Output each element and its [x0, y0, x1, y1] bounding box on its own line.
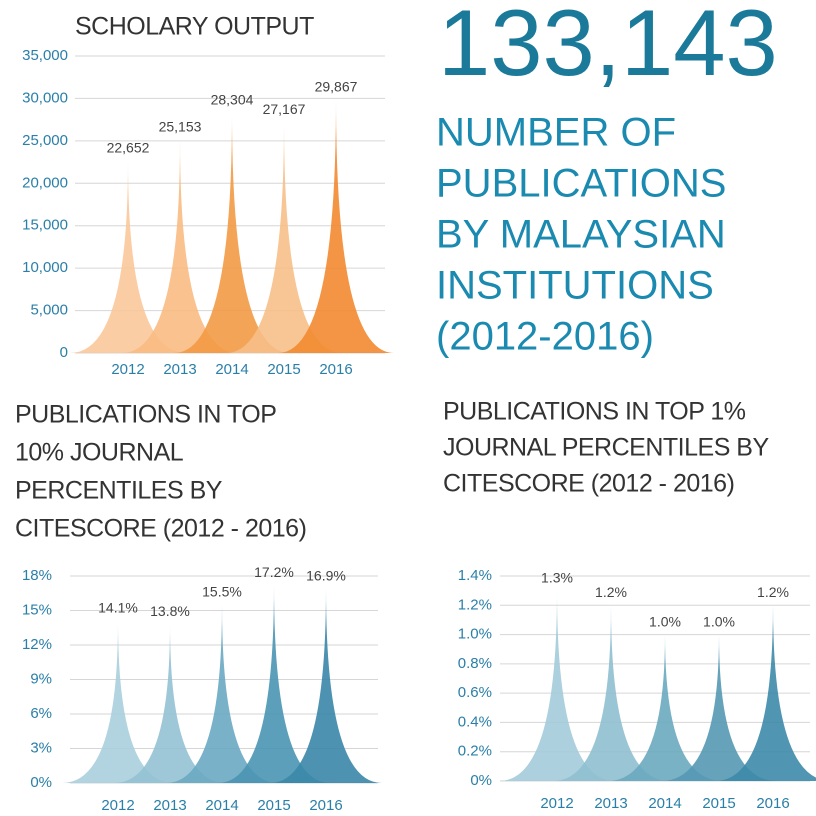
y-tick-label: 6% [30, 705, 52, 722]
value-label: 27,167 [263, 101, 306, 117]
y-tick-label: 1.2% [458, 596, 492, 613]
x-tick-label: 2014 [205, 797, 238, 814]
x-tick-label: 2016 [309, 797, 342, 814]
value-label: 15.5% [202, 583, 242, 599]
x-tick-label: 2016 [756, 795, 789, 812]
x-tick-label: 2012 [540, 795, 573, 812]
spike [166, 604, 278, 783]
value-label: 16.9% [306, 567, 346, 583]
spike [270, 588, 382, 783]
value-label: 28,304 [211, 92, 254, 108]
spike [553, 605, 669, 781]
y-tick-label: 12% [22, 636, 52, 653]
x-tick-label: 2013 [153, 797, 186, 814]
x-tick-label: 2014 [215, 361, 248, 378]
value-label: 1.3% [541, 569, 573, 585]
y-tick-label: 20,000 [22, 174, 68, 191]
value-label: 1.2% [595, 584, 627, 600]
spike [122, 139, 238, 353]
chart-title: SCHOLARY OUTPUT [75, 13, 314, 41]
y-tick-label: 18% [22, 567, 52, 584]
spike [218, 585, 330, 783]
value-label: 1.0% [703, 613, 735, 629]
x-tick-label: 2014 [648, 795, 681, 812]
value-label: 1.0% [649, 613, 681, 629]
y-tick-label: 1.0% [458, 626, 492, 643]
headline-line: INSTITUTIONS [436, 264, 714, 308]
chart-title: CITESCORE (2012 - 2016) [15, 515, 306, 543]
y-tick-label: 25,000 [22, 132, 68, 149]
chart-title: PUBLICATIONS IN TOP 1% [443, 398, 746, 426]
chart-title: PERCENTILES BY [15, 477, 223, 505]
y-tick-label: 9% [30, 670, 52, 687]
spike [114, 624, 226, 783]
value-label: 25,153 [159, 118, 202, 134]
value-label: 13.8% [150, 603, 190, 619]
y-tick-label: 0% [470, 772, 492, 789]
x-tick-label: 2013 [163, 361, 196, 378]
spike [607, 634, 723, 781]
value-label: 29,867 [315, 78, 358, 94]
spike [661, 634, 777, 781]
x-tick-label: 2015 [702, 795, 735, 812]
value-label: 1.2% [757, 584, 789, 600]
x-tick-label: 2013 [594, 795, 627, 812]
y-tick-label: 15% [22, 601, 52, 618]
headline-line: BY MALAYSIAN [436, 213, 726, 257]
y-tick-label: 1.4% [458, 567, 492, 584]
headline-number: 133,143 [438, 0, 778, 95]
spike [499, 590, 615, 781]
headline-line: PUBLICATIONS [436, 162, 726, 206]
y-tick-label: 0.4% [458, 713, 492, 730]
headline-line: (2012-2016) [436, 315, 654, 359]
x-tick-label: 2015 [267, 361, 300, 378]
y-tick-label: 0 [60, 344, 68, 361]
y-tick-label: 0.6% [458, 684, 492, 701]
headline-line: NUMBER OF [436, 111, 676, 155]
spike [226, 122, 342, 353]
y-tick-label: 35,000 [22, 47, 68, 64]
x-tick-label: 2012 [111, 361, 144, 378]
y-tick-label: 30,000 [22, 89, 68, 106]
y-tick-label: 0.8% [458, 655, 492, 672]
chart-title: 10% JOURNAL [15, 439, 184, 467]
chart-title: JOURNAL PERCENTILES BY [443, 434, 769, 462]
value-label: 14.1% [98, 600, 138, 616]
spike [174, 112, 290, 353]
value-label: 17.2% [254, 564, 294, 580]
y-tick-label: 3% [30, 739, 52, 756]
x-tick-label: 2012 [101, 797, 134, 814]
y-tick-label: 10,000 [22, 259, 68, 276]
y-tick-label: 0% [30, 774, 52, 791]
x-tick-label: 2016 [319, 361, 352, 378]
chart-title: CITESCORE (2012 - 2016) [443, 470, 734, 498]
spike [715, 605, 816, 781]
spike [62, 620, 174, 783]
x-tick-label: 2015 [257, 797, 290, 814]
chart-title: PUBLICATIONS IN TOP [15, 401, 276, 429]
spike [278, 99, 394, 353]
y-tick-label: 0.2% [458, 743, 492, 760]
y-tick-label: 5,000 [30, 302, 68, 319]
value-label: 22,652 [107, 139, 150, 155]
y-tick-label: 15,000 [22, 217, 68, 234]
spike [70, 160, 186, 353]
